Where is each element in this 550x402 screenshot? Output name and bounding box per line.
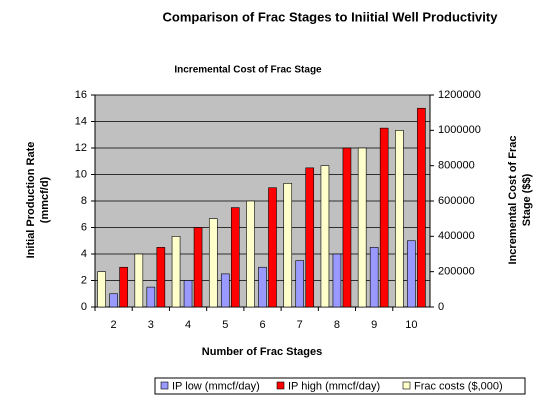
legend-label: Frac costs ($,000) [414, 380, 503, 392]
y-axis-label: (mmcf/d) [39, 176, 51, 223]
chart-title: Comparison of Frac Stages to Iniitial We… [163, 9, 499, 24]
y2-axis-label: Stage ($$) [521, 173, 533, 226]
bar [379, 127, 389, 308]
y2-tick-label: 200000 [438, 266, 475, 278]
bar [357, 147, 367, 308]
legend-swatch [276, 381, 285, 390]
y-tick-label: 6 [81, 221, 87, 233]
legend-label: IP high (mmcf/day) [288, 380, 380, 392]
bar [407, 240, 416, 308]
bar [193, 227, 203, 308]
bar [183, 280, 193, 308]
legend-swatch [402, 381, 411, 390]
bar [320, 165, 330, 308]
y2-axis-label: Incremental Cost of Frac [507, 136, 519, 265]
bar [230, 207, 240, 308]
x-tick-label: 4 [185, 319, 191, 331]
legend-label: IP low (mmcf/day) [172, 380, 260, 392]
bar [305, 167, 315, 308]
x-tick-label: 6 [259, 319, 265, 331]
bar [97, 271, 106, 308]
bar [283, 183, 293, 308]
chart-subtitle: Incremental Cost of Frac Stage [174, 65, 322, 76]
y2-tick-label: 600000 [438, 195, 475, 207]
bar [109, 293, 118, 308]
y-tick-label: 14 [75, 115, 87, 127]
y-tick-label: 8 [81, 195, 87, 207]
bar [332, 253, 342, 308]
y2-tick-label: 400000 [438, 230, 475, 242]
y-tick-label: 10 [75, 168, 87, 180]
bar [258, 266, 267, 308]
bar [268, 187, 277, 308]
x-axis-label: Number of Frac Stages [202, 346, 322, 358]
y-tick-label: 12 [75, 142, 87, 154]
bar [134, 253, 144, 308]
bar [342, 147, 352, 308]
y-axis-label: Initial Production Rate [25, 142, 37, 259]
y-tick-label: 0 [81, 301, 87, 313]
y-tick-label: 4 [81, 248, 87, 260]
legend-box [154, 377, 526, 395]
x-tick-label: 9 [371, 319, 377, 331]
bar [220, 273, 230, 308]
y-tick-label: 16 [75, 89, 87, 101]
x-tick-label: 3 [148, 319, 154, 331]
y2-tick-label: 800000 [438, 160, 475, 172]
bar [395, 130, 404, 308]
y2-tick-label: 0 [438, 301, 444, 313]
bar [119, 266, 128, 308]
x-tick-label: 10 [405, 319, 417, 331]
x-tick-label: 2 [111, 319, 117, 331]
bar [208, 218, 218, 308]
y2-tick-label: 1200000 [438, 89, 481, 101]
bar [295, 260, 305, 308]
bar [417, 107, 426, 308]
x-tick-label: 5 [222, 319, 228, 331]
x-tick-label: 8 [334, 319, 340, 331]
legend-swatch [160, 381, 169, 390]
x-tick-label: 7 [297, 319, 303, 331]
bar [171, 236, 181, 308]
bar [146, 286, 156, 308]
bar [246, 200, 255, 308]
y-tick-label: 2 [81, 274, 87, 286]
bar [369, 247, 379, 308]
bar [156, 247, 166, 308]
y2-tick-label: 1000000 [438, 124, 481, 136]
